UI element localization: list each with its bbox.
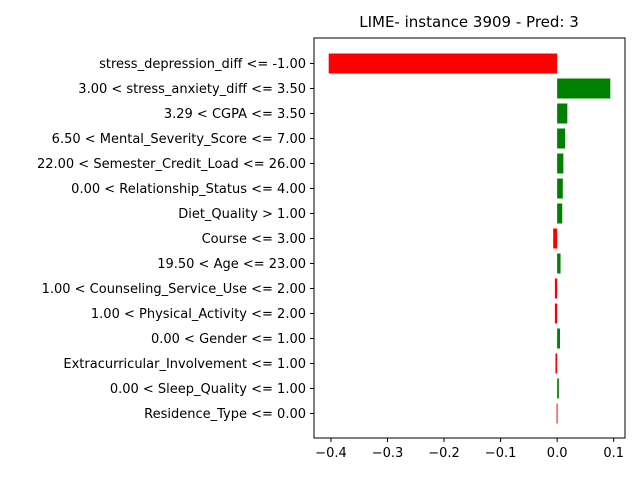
y-tick-label-5: 0.00 < Relationship_Status <= 4.00 xyxy=(71,182,306,197)
bar-2 xyxy=(557,103,568,124)
x-tick-label-0: −0.4 xyxy=(315,446,347,461)
bar-8 xyxy=(557,253,561,274)
y-tick-label-7: Course <= 3.00 xyxy=(202,232,306,247)
bar-6 xyxy=(557,203,563,224)
y-tick-label-6: Diet_Quality > 1.00 xyxy=(178,207,306,222)
x-tick-label-3: −0.1 xyxy=(485,446,517,461)
y-tick-label-14: Residence_Type <= 0.00 xyxy=(144,407,306,422)
y-tick-label-12: Extracurricular_Involvement <= 1.00 xyxy=(63,357,306,372)
y-tick-label-10: 1.00 < Physical_Activity <= 2.00 xyxy=(91,307,306,322)
x-tick-label-1: −0.3 xyxy=(372,446,404,461)
y-tick-label-8: 19.50 < Age <= 23.00 xyxy=(157,257,306,272)
bar-12 xyxy=(555,353,558,374)
bar-1 xyxy=(557,78,611,99)
bar-13 xyxy=(557,378,559,399)
x-tick-label-2: −0.2 xyxy=(428,446,460,461)
bar-10 xyxy=(554,303,558,324)
y-tick-label-13: 0.00 < Sleep_Quality <= 1.00 xyxy=(110,382,306,397)
bar-4 xyxy=(557,153,564,174)
y-tick-label-1: 3.00 < stress_anxiety_diff <= 3.50 xyxy=(78,82,306,97)
x-axis-ticks: −0.4 −0.3 −0.2 −0.1 0.0 0.1 xyxy=(315,438,624,461)
bar-0 xyxy=(328,53,558,74)
chart-title: LIME- instance 3909 - Pred: 3 xyxy=(359,13,579,31)
y-tick-label-3: 6.50 < Mental_Severity_Score <= 7.00 xyxy=(52,132,306,147)
x-tick-label-5: 0.1 xyxy=(603,446,624,461)
y-tick-label-2: 3.29 < CGPA <= 3.50 xyxy=(164,107,306,122)
y-tick-label-11: 0.00 < Gender <= 1.00 xyxy=(151,332,306,347)
y-tick-labels: stress_depression_diff <= -1.00 3.00 < st… xyxy=(37,57,314,422)
bar-5 xyxy=(557,178,563,199)
x-tick-label-4: 0.0 xyxy=(547,446,568,461)
y-tick-label-9: 1.00 < Counseling_Service_Use <= 2.00 xyxy=(42,282,306,297)
plot-frame xyxy=(313,37,626,439)
bar-9 xyxy=(554,278,558,299)
bar-14 xyxy=(556,403,558,424)
bar-3 xyxy=(557,128,566,149)
bars-layer xyxy=(328,53,611,424)
bar-7 xyxy=(553,228,558,249)
bar-11 xyxy=(557,328,560,349)
y-tick-label-0: stress_depression_diff <= -1.00 xyxy=(99,57,306,72)
y-tick-label-4: 22.00 < Semester_Credit_Load <= 26.00 xyxy=(37,157,306,172)
